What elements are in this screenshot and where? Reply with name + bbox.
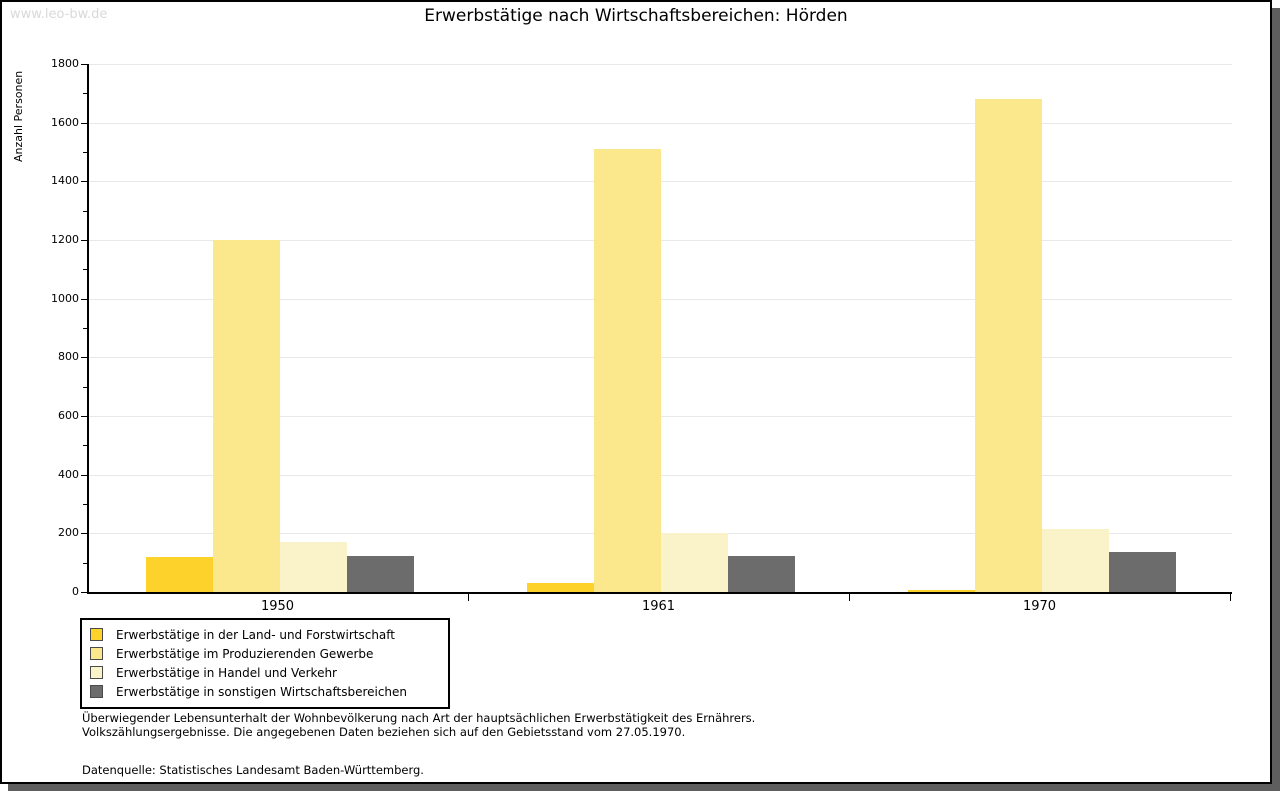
y-tick-label-1800: 1800	[51, 57, 79, 70]
bar-1950-series2	[280, 542, 347, 592]
legend-label: Erwerbstätige in Handel und Verkehr	[116, 665, 337, 680]
y-tick-label-1200: 1200	[51, 233, 79, 246]
y-tick-label-600: 600	[58, 409, 79, 422]
y-tick-label-400: 400	[58, 467, 79, 481]
x-tick-boundary	[468, 594, 469, 601]
legend-label: Erwerbstätige in der Land- und Forstwirt…	[116, 627, 395, 642]
y-tick-label-0: 0	[72, 585, 79, 598]
bar-1970-series1	[975, 99, 1042, 592]
y-tick-major	[81, 533, 88, 535]
chart-title: Erwerbstätige nach Wirtschaftsbereichen:…	[424, 6, 848, 26]
x-tick-boundary	[849, 594, 850, 601]
y-tick-label-1400: 1400	[51, 174, 79, 188]
y-tick-major	[81, 298, 88, 300]
y-tick-label-1000: 1000	[51, 291, 79, 305]
bar-1950-series3	[347, 556, 414, 592]
legend-label: Erwerbstätige in sonstigen Wirtschaftsbe…	[116, 684, 408, 699]
x-tick-boundary	[1230, 594, 1231, 601]
y-tick-minor	[83, 445, 88, 447]
legend-item: Erwerbstätige in der Land- und Forstwirt…	[90, 625, 440, 644]
y-tick-major	[81, 240, 88, 241]
legend-item: Erwerbstätige in Handel und Verkehr	[90, 663, 440, 682]
y-tick-minor	[83, 504, 88, 505]
y-tick-major	[81, 592, 88, 593]
y-tick-label-1600: 1600	[51, 115, 79, 129]
footnote-line-2: Volkszählungsergebnisse. Die angegebenen…	[82, 725, 686, 739]
bar-1961-series2	[661, 533, 728, 592]
gridline-1800	[89, 64, 1232, 65]
y-tick-major	[81, 357, 88, 359]
y-tick-label-200: 200	[58, 526, 79, 540]
bar-1950-series0	[146, 557, 213, 592]
y-tick-minor	[83, 93, 88, 95]
y-tick-minor	[83, 562, 88, 564]
bar-1970-series2	[1042, 529, 1109, 592]
bar-1961-series0	[527, 583, 594, 592]
x-category-label-1950: 1950	[260, 599, 295, 614]
y-tick-major	[81, 64, 88, 65]
gridline-1600	[89, 122, 1232, 124]
x-category-label-1970: 1970	[1022, 599, 1057, 614]
legend-swatch-produzierendes-gewerbe	[90, 647, 103, 660]
bar-1970-series3	[1109, 552, 1176, 592]
plot-area	[87, 64, 1232, 594]
y-tick-major	[81, 474, 88, 476]
bar-1970-series0	[908, 590, 975, 592]
y-tick-major	[81, 181, 88, 183]
y-tick-minor	[83, 152, 88, 153]
x-category-label-1961: 1961	[641, 599, 676, 614]
bar-1961-series1	[594, 149, 661, 592]
bar-1961-series3	[728, 556, 795, 592]
footnote-block: Überwiegender Lebensunterhalt der Wohnbe…	[82, 711, 755, 777]
y-tick-label-800: 800	[58, 350, 79, 364]
y-axis-label: Anzahl Personen	[12, 70, 25, 162]
y-tick-minor	[83, 386, 88, 388]
data-source: Datenquelle: Statistisches Landesamt Bad…	[82, 763, 424, 777]
legend: Erwerbstätige in der Land- und Forstwirt…	[80, 618, 450, 709]
legend-swatch-sonstige	[90, 685, 103, 698]
legend-swatch-land-forstwirtschaft	[90, 628, 103, 641]
legend-swatch-handel-verkehr	[90, 666, 103, 679]
y-tick-minor	[83, 269, 88, 271]
y-tick-minor	[83, 328, 88, 329]
footnote-line-1: Überwiegender Lebensunterhalt der Wohnbe…	[82, 711, 756, 725]
legend-item: Erwerbstätige im Produzierenden Gewerbe	[90, 644, 440, 663]
y-tick-major	[81, 122, 88, 124]
watermark-text: www.leo-bw.de	[10, 7, 108, 22]
y-tick-minor	[83, 210, 88, 212]
legend-label: Erwerbstätige im Produzierenden Gewerbe	[116, 646, 374, 661]
legend-item: Erwerbstätige in sonstigen Wirtschaftsbe…	[90, 682, 440, 701]
y-tick-major	[81, 416, 88, 417]
bar-1950-series1	[213, 240, 280, 592]
